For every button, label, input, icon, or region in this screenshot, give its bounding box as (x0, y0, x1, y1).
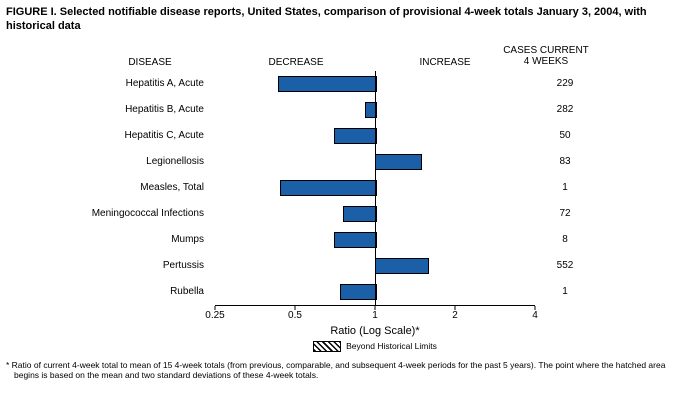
chart-row: Pertussis 552 (0, 253, 689, 279)
disease-label: Meningococcal Infections (91, 208, 204, 220)
disease-label: Legionellosis (146, 156, 204, 168)
bar-track (215, 127, 535, 144)
header-cases-line2: 4 WEEKS (523, 56, 569, 68)
chart-row: Hepatitis A, Acute 229 (0, 71, 689, 97)
header-decrease: DECREASE (268, 56, 324, 68)
x-axis-label: Ratio (Log Scale)* (330, 324, 420, 337)
ratio-bar (277, 75, 377, 92)
ratio-bar (343, 205, 377, 222)
ratio-bar (333, 231, 377, 248)
plot-area: Hepatitis A, Acute 229 Hepatitis B, Acute 2… (0, 70, 689, 305)
axis-tick (294, 305, 296, 310)
case-count: 72 (559, 208, 571, 220)
bar-track (215, 283, 535, 300)
column-headers: DISEASE DECREASE INCREASE CASES CURRENT … (0, 36, 689, 68)
case-count: 229 (556, 78, 574, 90)
axis-tick-label: 0.25 (205, 309, 225, 321)
legend: Beyond Historical Limits (215, 340, 535, 352)
chart-row: Meningococcal Infections 72 (0, 201, 689, 227)
chart-row: Rubella 1 (0, 279, 689, 305)
chart-row: Legionellosis 83 (0, 149, 689, 175)
axis-tick (374, 305, 376, 310)
case-count: 1 (562, 286, 568, 298)
disease-label: Hepatitis A, Acute (125, 78, 204, 90)
ratio-bar (375, 153, 423, 170)
bar-track (215, 205, 535, 222)
axis-tick (454, 305, 456, 310)
case-count: 282 (556, 104, 574, 116)
footnote: * Ratio of current 4-week total to mean … (6, 359, 666, 381)
chart-row: Hepatitis B, Acute 282 (0, 97, 689, 123)
ratio-bar (333, 127, 377, 144)
chart-row: Measles, Total 1 (0, 175, 689, 201)
bar-track (215, 231, 535, 248)
bar-track (215, 179, 535, 196)
axis-tick-label: 0.5 (288, 309, 302, 321)
case-count: 8 (562, 234, 568, 246)
header-disease: DISEASE (128, 56, 172, 68)
axis-tick-label: 1 (372, 309, 378, 321)
disease-label: Mumps (171, 234, 204, 246)
ratio-bar (280, 179, 377, 196)
header-cases: CASES CURRENT 4 WEEKS (503, 45, 589, 68)
disease-label: Rubella (170, 286, 204, 298)
legend-label: Beyond Historical Limits (346, 341, 437, 352)
axis-tick (214, 305, 216, 310)
header-cases-line1: CASES CURRENT (503, 44, 589, 56)
ratio-bar (340, 283, 377, 300)
disease-label: Hepatitis C, Acute (124, 130, 204, 142)
ratio-bar (365, 101, 377, 118)
axis-tick-label: 4 (532, 309, 538, 321)
header-increase: INCREASE (419, 56, 471, 68)
axis-tick (534, 305, 536, 310)
baseline-line (375, 70, 376, 305)
x-axis: 0.25 0.5 1 2 4 (205, 304, 538, 324)
case-count: 1 (562, 182, 568, 194)
figure-title: FIGURE I. Selected notifiable disease re… (6, 6, 647, 33)
hatched-swatch-icon (313, 340, 342, 352)
bar-track (215, 101, 535, 118)
chart-rows: Hepatitis A, Acute 229 Hepatitis B, Acute 2… (0, 71, 689, 305)
disease-label: Hepatitis B, Acute (125, 104, 204, 116)
chart-row: Hepatitis C, Acute 50 (0, 123, 689, 149)
case-count: 83 (559, 156, 571, 168)
bar-track (215, 75, 535, 92)
chart-row: Mumps 8 (0, 227, 689, 253)
case-count: 552 (556, 260, 574, 272)
disease-label: Measles, Total (140, 182, 204, 194)
axis-tick-label: 2 (452, 309, 458, 321)
ratio-bar (375, 257, 430, 274)
case-count: 50 (559, 130, 571, 142)
disease-label: Pertussis (162, 260, 204, 272)
